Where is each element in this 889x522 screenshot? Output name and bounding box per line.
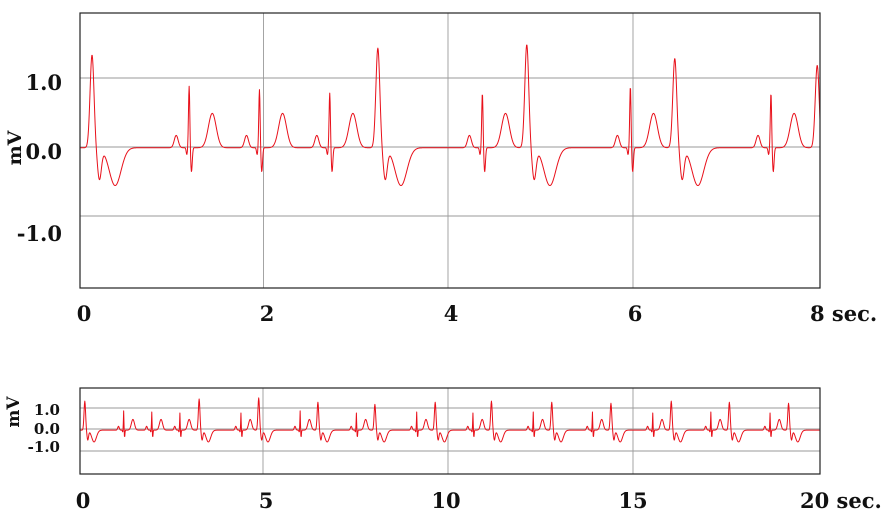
- lower-plot-frame: [79, 387, 821, 475]
- upper-y-tick-label: 1.0: [25, 70, 62, 95]
- upper-x-tick-label: 2: [260, 301, 275, 326]
- lower-chart: mV 1.0 0.0 -1.0 0 5 10 15 20 sec.: [4, 387, 882, 513]
- upper-plot-frame: [79, 12, 821, 289]
- lower-x-tick-label: 20 sec.: [800, 488, 882, 513]
- upper-chart: mV 1.0 0.0 -1.0 0 2 4 6 8 sec.: [4, 12, 877, 326]
- lower-x-tick-label: 10: [431, 488, 460, 513]
- lower-y-tick-label: -1.0: [28, 438, 60, 456]
- upper-ecg-trace: [79, 44, 821, 187]
- lower-ecg-trace: [79, 397, 821, 443]
- lower-grid: [80, 388, 820, 474]
- upper-x-tick-label: 0: [77, 301, 92, 326]
- upper-y-tick-label: 0.0: [25, 139, 62, 164]
- lower-x-tick-label: 5: [259, 488, 274, 513]
- lower-y-tick-label: 0.0: [34, 420, 60, 438]
- upper-x-tick-label: 8 sec.: [810, 301, 877, 326]
- lower-y-axis-label: mV: [4, 396, 24, 428]
- upper-x-tick-label: 6: [628, 301, 643, 326]
- lower-y-tick-label: 1.0: [34, 401, 60, 419]
- upper-y-axis-label: mV: [4, 129, 26, 165]
- upper-y-tick-label: -1.0: [17, 221, 62, 246]
- lower-x-tick-label: 0: [76, 488, 91, 513]
- upper-x-tick-label: 4: [444, 301, 459, 326]
- lower-x-tick-label: 15: [618, 488, 647, 513]
- upper-grid: [80, 13, 820, 288]
